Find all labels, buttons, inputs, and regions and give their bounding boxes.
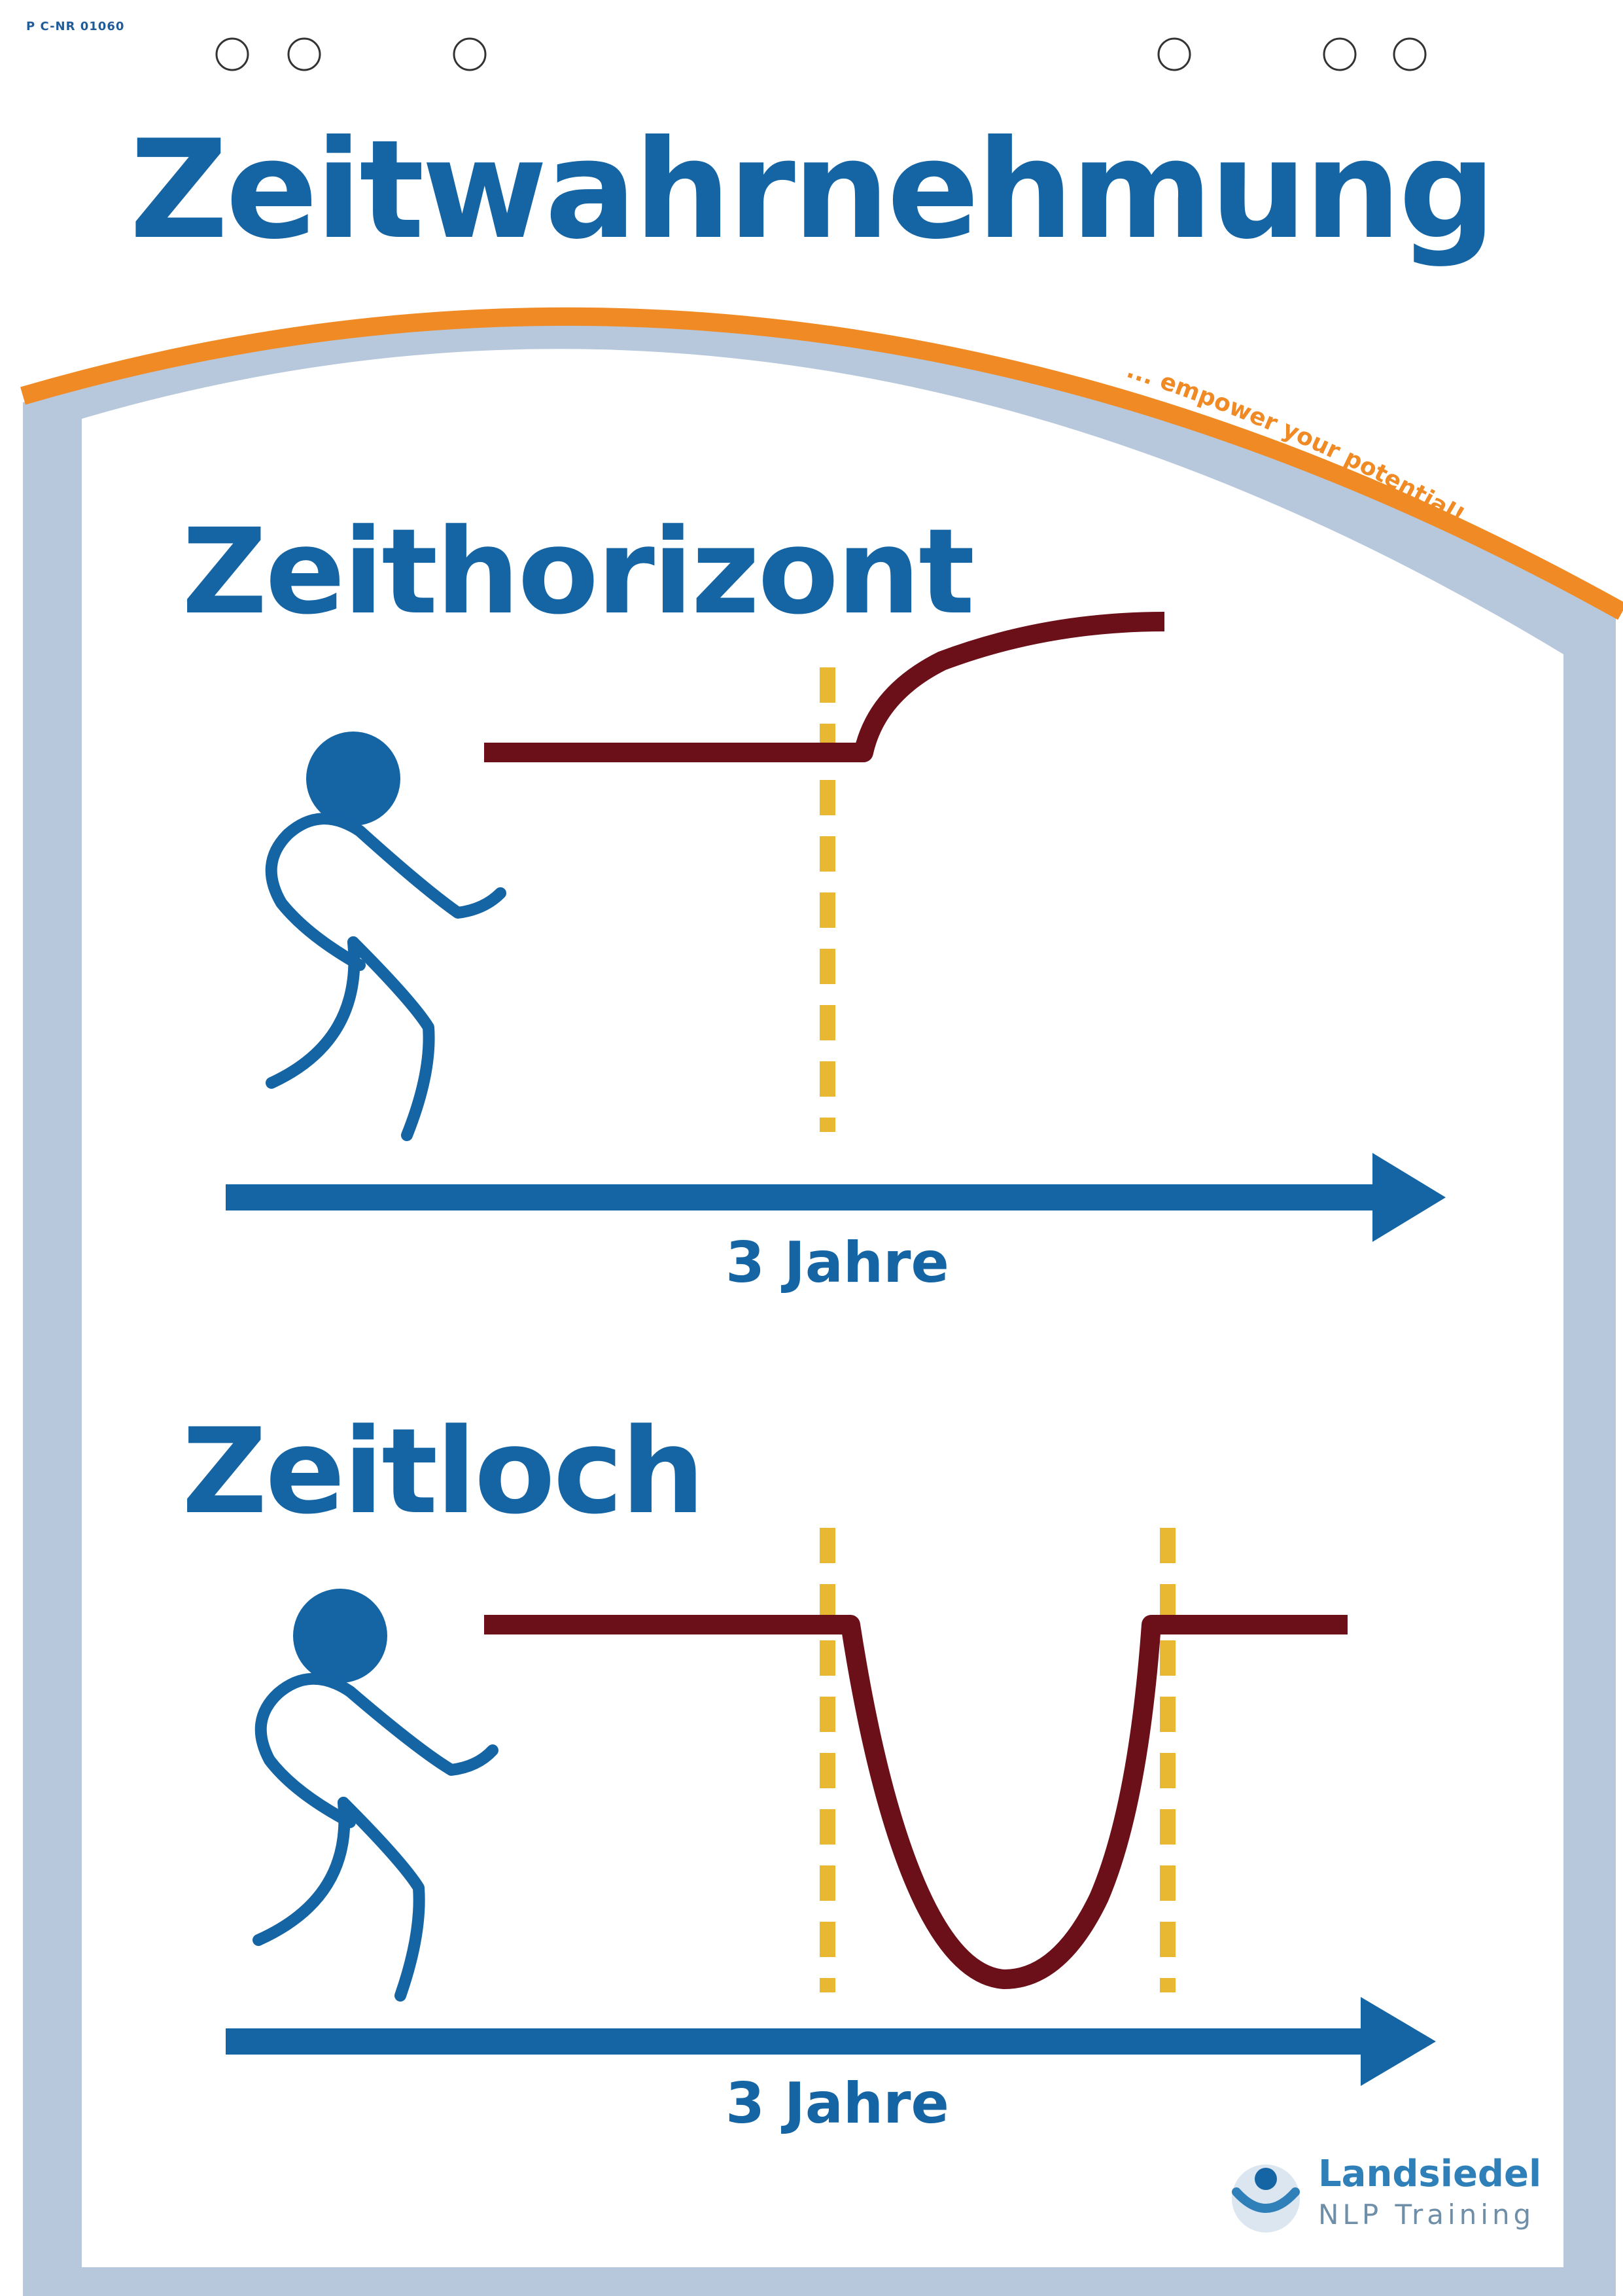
document-code: P C-NR 01060 [26,20,125,33]
punch-hole [1393,37,1427,71]
poster-title: Zeitwahrnehmung [130,111,1496,270]
logo-circle [1232,2164,1300,2233]
punch-hole [1323,37,1357,71]
section-title-zeitloch: Zeitloch [182,1404,705,1540]
walking-person-icon [265,732,506,1141]
section-title-zeithorizont: Zeithorizont [182,504,975,641]
logo-dot [1255,2168,1277,2190]
punch-hole [215,37,249,71]
person-front-leg [347,936,435,1141]
zeitloch-diagram [226,1528,1436,2086]
person-body-arm [265,813,506,971]
person-body-arm [254,1672,498,1828]
axis-label-zeithorizont: 3 Jahre [725,1230,949,1296]
punch-hole [1157,37,1191,71]
person-back-leg [266,936,360,1089]
zeithorizont-diagram [226,612,1446,1242]
logo-name: Landsiedel [1318,2153,1542,2195]
time-horizon-curve [484,612,1165,762]
orange-arc [20,307,1623,620]
walking-person-icon [253,1589,498,2002]
punch-hole [287,37,321,71]
content-panel [82,349,1563,2267]
person-front-leg [338,1797,425,2002]
person-head [306,732,400,826]
logo-subtitle: NLP Training [1318,2199,1535,2231]
punch-hole [453,37,487,71]
punch-holes [215,37,1427,71]
time-axis-arrowhead [1372,1153,1446,1242]
axis-label-zeitloch: 3 Jahre [725,2071,949,2136]
landsiedel-logo-icon [1232,2164,1300,2233]
person-back-leg [253,1797,351,1946]
time-hole-curve [484,1615,1348,1989]
logo-arc [1232,2187,1300,2213]
person-head [293,1589,387,1683]
time-axis-arrowhead [1361,1997,1436,2086]
